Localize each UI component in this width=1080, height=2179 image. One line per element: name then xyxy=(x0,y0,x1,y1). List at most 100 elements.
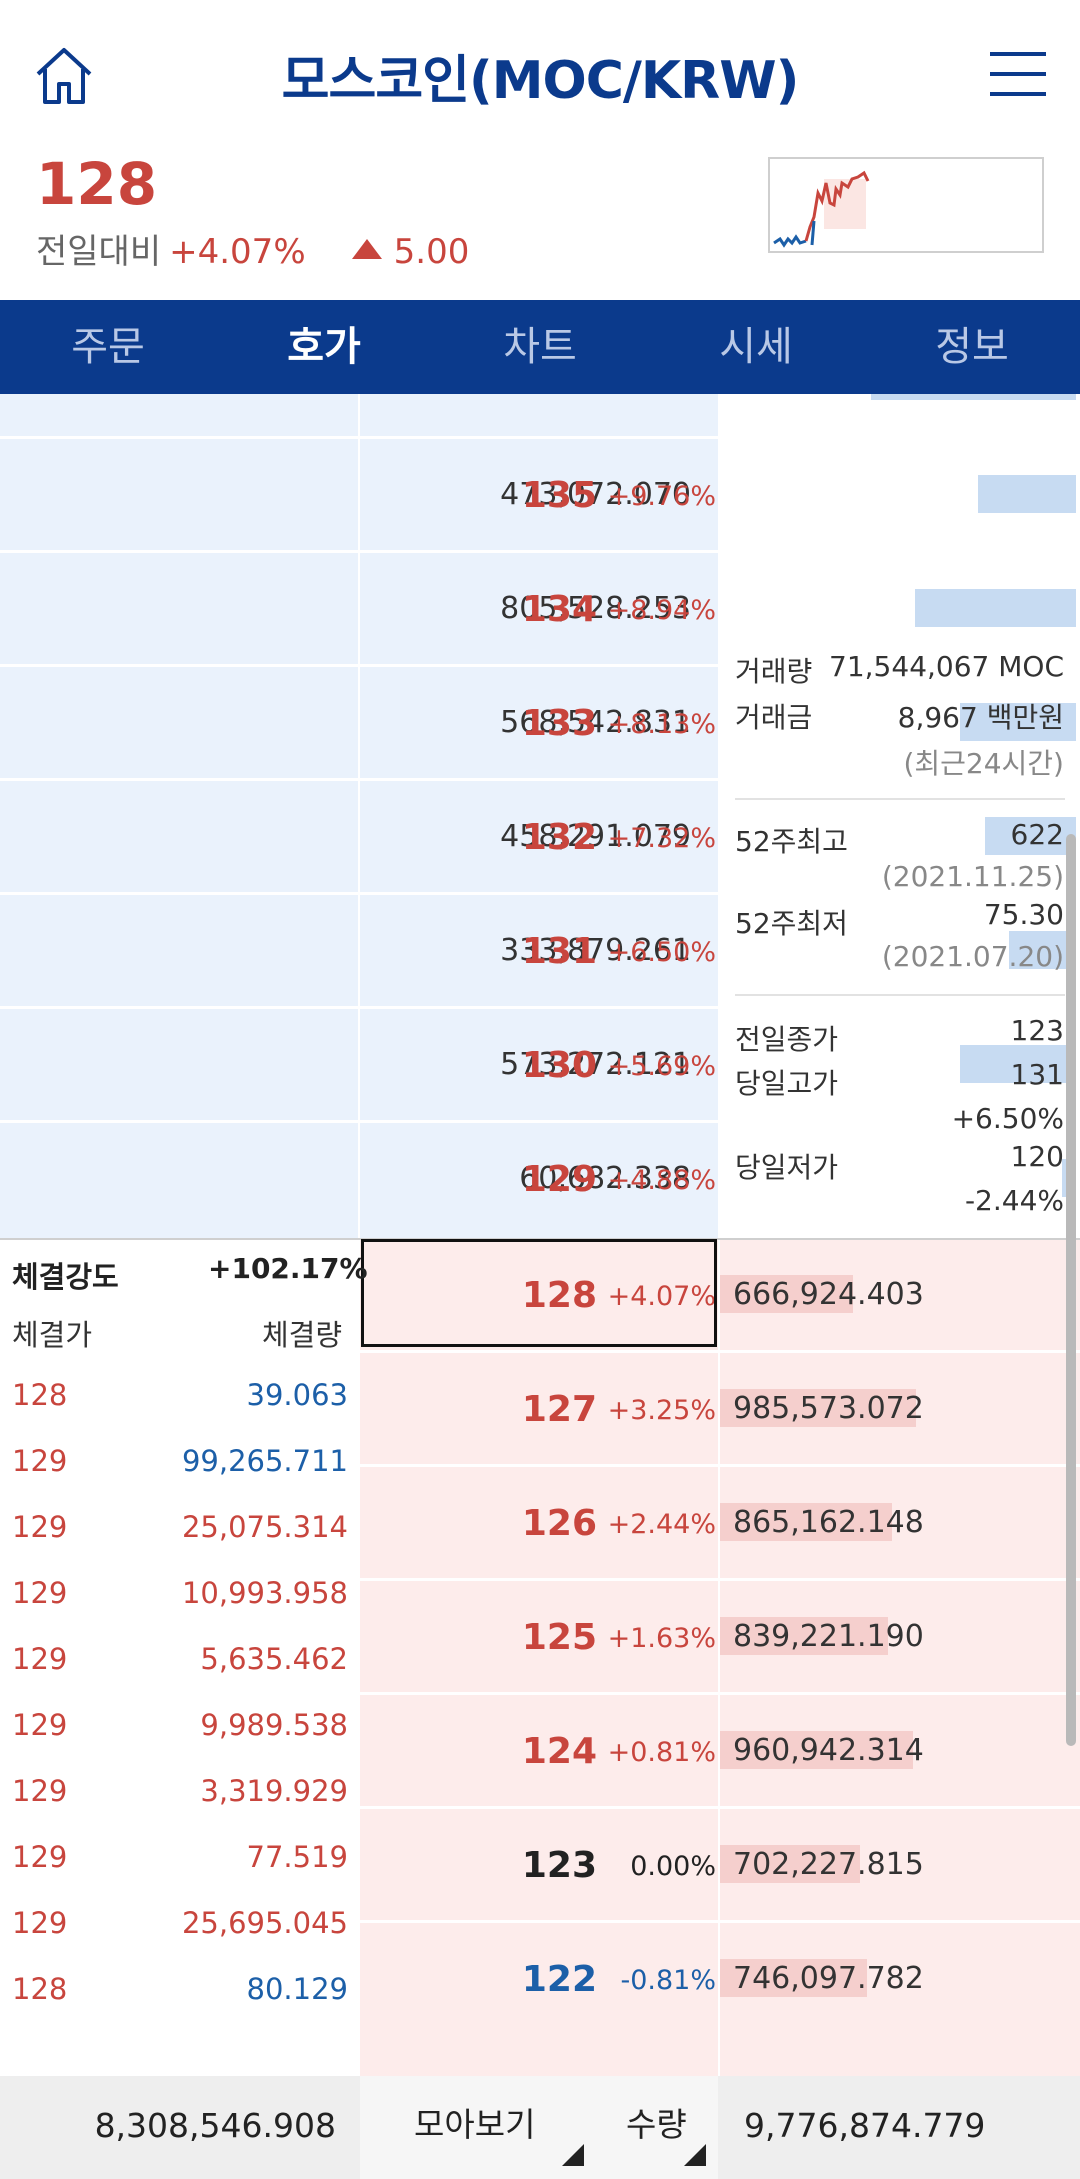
ask-quantity[interactable]: 573,272.121 xyxy=(500,1047,691,1082)
ask-quantity[interactable]: 473,072.070 xyxy=(500,477,691,512)
bid-price[interactable]: 122 xyxy=(521,1959,597,2000)
group-view-button[interactable]: 모아보기 xyxy=(414,2105,536,2144)
order-book-footer: 8,308,546.908 모아보기 수량 9,776,874.779 xyxy=(0,2076,1080,2179)
volume-label: 거래량 xyxy=(735,655,813,688)
ask-volume-bar xyxy=(985,817,1076,855)
high52-value: 622 xyxy=(1010,818,1064,851)
scrollbar[interactable] xyxy=(1066,834,1076,1746)
bid-volume-bar xyxy=(720,1389,916,1427)
low52-date: (2021.07.20) xyxy=(881,940,1064,973)
high52-label: 52주최고 xyxy=(735,825,848,858)
tab-bar: 주문 호가 차트 시세 정보 xyxy=(0,300,1080,394)
ask-change-percent: +7.32% xyxy=(607,823,716,854)
hamburger-menu-icon xyxy=(990,52,1046,56)
row-separator xyxy=(360,1578,1080,1581)
bid-price[interactable]: 126 xyxy=(521,1503,597,1544)
page-title: 모스코인(MOC/KRW) xyxy=(281,51,800,111)
ask-price[interactable]: 134 xyxy=(521,589,597,630)
order-book[interactable]: 473,072.070 135 +9.76% 805,528.253 134 +8.94%… xyxy=(0,394,1080,2076)
day-low-value: 120 xyxy=(1010,1140,1064,1173)
ask-price-column xyxy=(360,394,718,1239)
ask-price[interactable]: 129 xyxy=(521,1159,597,1200)
bid-quantity[interactable]: 839,221.190 xyxy=(733,1619,924,1654)
ask-quantity[interactable]: 805,528.253 xyxy=(500,591,691,626)
ask-price[interactable]: 130 xyxy=(521,1045,597,1086)
ask-price[interactable]: 131 xyxy=(521,931,597,972)
bid-quantity[interactable]: 985,573.072 xyxy=(733,1391,924,1426)
bid-change-percent: +0.81% xyxy=(607,1737,716,1768)
ask-volume-bar xyxy=(960,703,1076,741)
row-separator xyxy=(0,550,720,553)
trade-quantity: 10,993.958 xyxy=(181,1576,348,1610)
bid-price[interactable]: 124 xyxy=(521,1731,597,1772)
low52-value: 75.30 xyxy=(983,898,1064,931)
ask-change-percent: +6.50% xyxy=(607,937,716,968)
day-high-percent: +6.50% xyxy=(951,1102,1064,1135)
trade-price: 128 xyxy=(12,1972,68,2006)
bid-quantity[interactable]: 666,924.403 xyxy=(733,1277,924,1312)
trade-strength-label: 체결강도 xyxy=(12,1260,119,1294)
bid-price[interactable]: 123 xyxy=(521,1845,597,1886)
bid-change-percent: +3.25% xyxy=(607,1395,716,1426)
bid-volume-bar xyxy=(720,1617,888,1655)
tab-chart[interactable]: 차트 xyxy=(503,324,577,370)
bid-price[interactable]: 127 xyxy=(521,1389,597,1430)
current-price: 128 xyxy=(36,150,158,218)
bid-change-percent: +1.63% xyxy=(607,1623,716,1654)
trade-price: 129 xyxy=(12,1510,68,1544)
mini-price-chart[interactable] xyxy=(768,157,1044,253)
amount-value: 8,967 백만원 xyxy=(897,701,1064,734)
day-high-value: 131 xyxy=(1010,1058,1064,1091)
dropdown-corner-icon xyxy=(562,2144,584,2166)
row-separator xyxy=(360,1464,1080,1467)
bid-change-percent: 0.00% xyxy=(630,1851,716,1882)
ask-price[interactable]: 132 xyxy=(521,817,597,858)
row-separator xyxy=(360,1806,1080,1809)
bid-price[interactable]: 128 xyxy=(521,1275,597,1316)
prev-close-label: 전일종가 xyxy=(735,1023,839,1056)
ask-volume-bar xyxy=(915,589,1076,627)
bid-quantity[interactable]: 865,162.148 xyxy=(733,1505,924,1540)
trade-price: 129 xyxy=(12,1642,68,1676)
tab-market[interactable]: 시세 xyxy=(719,324,793,370)
change-amount: 5.00 xyxy=(393,232,470,272)
trade-quantity: 39.063 xyxy=(246,1378,348,1412)
market-info-panel xyxy=(720,394,1080,1239)
tab-orderbook[interactable]: 호가 xyxy=(287,324,361,370)
up-arrow-icon xyxy=(351,239,382,259)
bid-quantity[interactable]: 702,227.815 xyxy=(733,1847,924,1882)
trade-quantity: 99,265.711 xyxy=(181,1444,348,1478)
home-button[interactable] xyxy=(32,44,96,108)
bid-quantity-column xyxy=(720,1239,1080,2076)
prev-close-value: 123 xyxy=(1010,1014,1064,1047)
ask-price[interactable]: 133 xyxy=(521,703,597,744)
bid-price-column xyxy=(360,1239,718,2076)
menu-button[interactable] xyxy=(990,52,1046,96)
bid-quantity[interactable]: 746,097.782 xyxy=(733,1961,924,1996)
bid-change-percent: -0.81% xyxy=(620,1965,716,1996)
amount-label: 거래금 xyxy=(735,701,813,734)
period-note: (최근24시간) xyxy=(903,747,1064,780)
bid-quantity[interactable]: 960,942.314 xyxy=(733,1733,924,1768)
bid-price[interactable]: 125 xyxy=(521,1617,597,1658)
row-separator xyxy=(0,664,720,667)
tab-info[interactable]: 정보 xyxy=(935,324,1009,370)
quantity-toggle-button[interactable]: 수량 xyxy=(626,2105,687,2144)
bid-volume-bar xyxy=(720,1275,853,1313)
ask-quantity[interactable]: 458,291.079 xyxy=(500,819,691,854)
trade-price: 128 xyxy=(12,1378,68,1412)
ask-volume-bar xyxy=(1009,931,1076,969)
ask-quantity[interactable]: 568,542.831 xyxy=(500,705,691,740)
current-price-highlight xyxy=(361,1239,717,1347)
ask-price[interactable]: 135 xyxy=(521,475,597,516)
trade-price: 129 xyxy=(12,1774,68,1808)
tab-order[interactable]: 주문 xyxy=(71,324,145,370)
trade-price: 129 xyxy=(12,1840,68,1874)
low52-label: 52주최저 xyxy=(735,907,848,940)
bid-volume-bar xyxy=(720,1959,867,1997)
bid-change-percent: +4.07% xyxy=(607,1281,716,1312)
ask-quantity[interactable]: 60,682.338 xyxy=(519,1161,691,1196)
info-divider xyxy=(735,798,1065,800)
ask-quantity[interactable]: 333,879.261 xyxy=(500,933,691,968)
ask-quantity-column xyxy=(0,394,358,1239)
